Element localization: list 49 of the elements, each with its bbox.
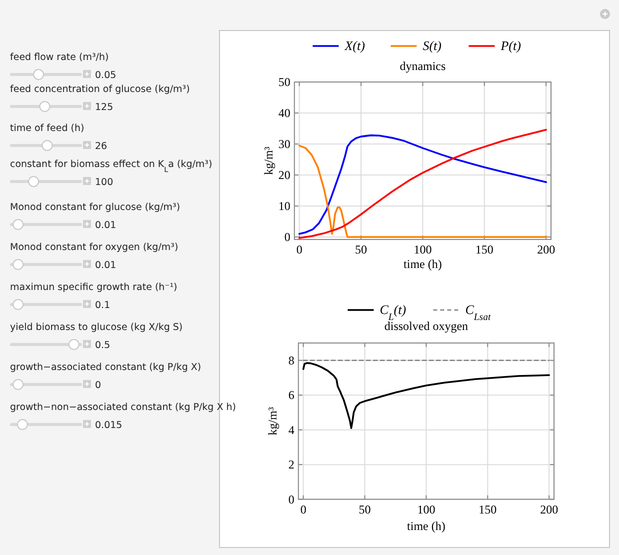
x-tick-label: 50: [358, 502, 371, 516]
y-axis-title: kg/m³: [265, 406, 280, 436]
text: growth−associated constant (kg P/kg X): [10, 362, 202, 373]
x-tick-label: 200: [537, 242, 556, 256]
text: feed concentration of glucose (kg/m³): [10, 84, 190, 95]
y-tick-label: 6: [288, 388, 294, 402]
x-tick-label: 100: [414, 242, 432, 256]
y-tick-label: 8: [288, 353, 294, 368]
text: 0.05: [95, 70, 116, 81]
x-tick-label: 0: [300, 502, 306, 516]
y-tick-label: 0: [284, 230, 290, 244]
y-tick-label: 0: [288, 492, 294, 506]
x-axis-title: time (h): [404, 257, 442, 271]
text: Monod constant for glucose (kg/m³): [10, 202, 180, 213]
y-axis-title: kg/m³: [261, 146, 276, 175]
text: yield biomass to glucose (kg X/kg S): [10, 322, 183, 333]
legend-label: X(t): [344, 38, 365, 53]
x-tick-label: 150: [478, 502, 497, 516]
text: 100: [95, 177, 114, 188]
y-tick-label: 10: [278, 199, 290, 214]
text: constant for biomass effect on K$_{L}$a (kg/m³): [10, 159, 212, 174]
x-tick-label: 50: [355, 242, 368, 256]
text: 0.015: [95, 420, 122, 431]
text: 125: [95, 102, 114, 113]
text: 0: [95, 380, 102, 391]
legend-label: S(t): [422, 38, 442, 53]
chart-title: dynamics: [400, 59, 446, 73]
text: 26: [95, 141, 108, 152]
y-tick-label: 2: [288, 458, 294, 472]
y-tick-label: 40: [278, 106, 290, 120]
x-axis-title: time (h): [407, 519, 446, 533]
y-tick-label: 50: [278, 75, 290, 89]
line-series: [302, 362, 550, 429]
legend-label: P(t): [500, 38, 521, 53]
y-tick-label: 30: [278, 137, 290, 152]
y-tick-label: 20: [278, 168, 290, 182]
text: 0.01: [95, 260, 116, 271]
x-tick-label: 100: [417, 502, 436, 516]
text: feed flow rate (m³/h): [10, 52, 109, 63]
text: 0.5: [95, 340, 110, 351]
text: maximun specific growth rate (h⁻¹): [10, 282, 178, 293]
x-tick-label: 200: [540, 502, 558, 516]
y-tick-label: 4: [288, 422, 294, 437]
x-tick-label: 150: [475, 242, 494, 256]
text: Monod constant for oxygen (kg/m³): [10, 242, 178, 253]
text: growth−non−associated constant (kg P/kg X h): [10, 402, 236, 413]
text: 0.1: [95, 300, 110, 311]
text: time of feed (h): [10, 123, 84, 134]
text: 0.01: [95, 220, 116, 231]
